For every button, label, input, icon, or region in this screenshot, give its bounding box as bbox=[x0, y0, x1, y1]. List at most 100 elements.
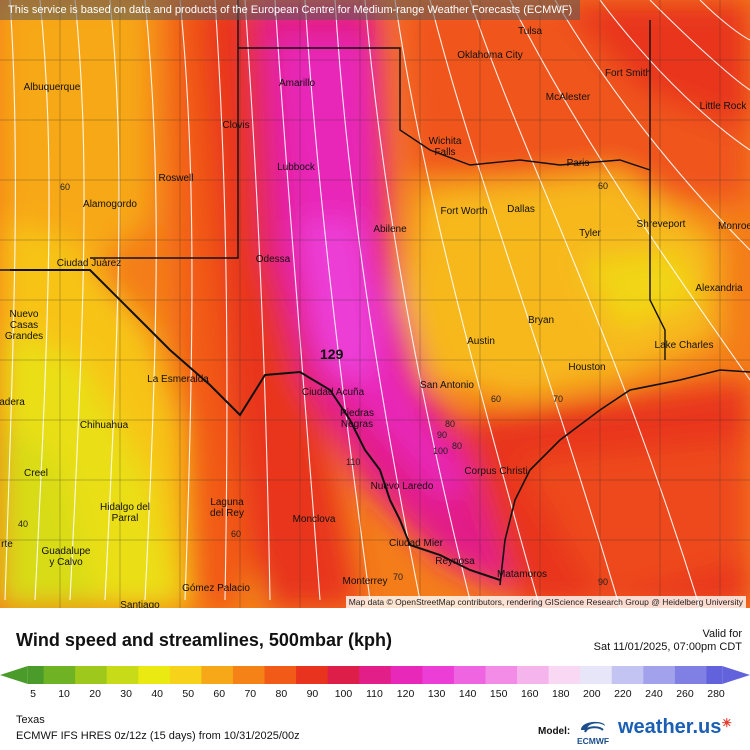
colorbar-ticks: 5 10 20 30 40 50 60 70 80 90 100 110 120 130 140 150 160… bbox=[0, 688, 750, 702]
colorbar-tick-label: 90 bbox=[306, 688, 319, 700]
city-wichita-falls[interactable]: Wichita Falls bbox=[428, 136, 462, 158]
colorbar-swatch bbox=[296, 666, 329, 684]
city-tulsa[interactable]: Tulsa bbox=[517, 26, 543, 37]
contour-value: 80 bbox=[445, 419, 456, 429]
contour-value: 60 bbox=[598, 181, 609, 191]
city-lubbock[interactable]: Lubbock bbox=[277, 162, 315, 173]
colorbar-swatch bbox=[390, 666, 423, 684]
city-madera[interactable]: adera bbox=[0, 397, 25, 408]
colorbar-swatch bbox=[43, 666, 76, 684]
colorbar-tick-label: 40 bbox=[151, 688, 164, 700]
contour-value: 100 bbox=[433, 446, 449, 456]
city-ciudad-juarez[interactable]: Ciudad Juárez bbox=[56, 258, 122, 269]
max-wind-label: 129 bbox=[320, 346, 344, 362]
colorbar-swatch bbox=[517, 666, 550, 684]
colorbar-tick-label: 5 bbox=[30, 688, 36, 700]
city-gomez-palacio[interactable]: Gómez Palacio bbox=[182, 583, 250, 594]
city-houston[interactable]: Houston bbox=[568, 362, 606, 373]
colorbar-swatch bbox=[327, 666, 360, 684]
colorbar-tick-label: 140 bbox=[458, 688, 477, 700]
city-amarillo[interactable]: Amarillo bbox=[278, 78, 316, 89]
city-clovis[interactable]: Clovis bbox=[222, 120, 250, 131]
city-fort-smith[interactable]: Fort Smith bbox=[604, 68, 652, 79]
city-santiago[interactable]: Santiago bbox=[120, 600, 160, 608]
city-chihuahua[interactable]: Chihuahua bbox=[79, 420, 129, 431]
colorbar-tick-label: 280 bbox=[707, 688, 725, 700]
city-piedras-negras[interactable]: Piedras Negras bbox=[340, 408, 374, 430]
map-title: Wind speed and streamlines, 500mbar (kph… bbox=[16, 630, 392, 650]
colorbar-tick-label: 80 bbox=[275, 688, 288, 700]
city-oklahoma-city[interactable]: Oklahoma City bbox=[457, 50, 523, 61]
city-laguna-del-rey[interactable]: Laguna del Rey bbox=[210, 497, 244, 519]
city-odessa[interactable]: Odessa bbox=[255, 254, 291, 265]
city-rte[interactable]: rte bbox=[1, 539, 13, 550]
city-san-antonio[interactable]: San Antonio bbox=[420, 380, 474, 391]
colorbar-tick-label: 20 bbox=[89, 688, 101, 700]
colorbar-tick-label: 240 bbox=[645, 688, 663, 700]
city-tyler[interactable]: Tyler bbox=[579, 228, 601, 239]
map-canvas bbox=[0, 0, 750, 608]
city-ciudad-mier[interactable]: Ciudad Mier bbox=[389, 538, 443, 549]
city-paris[interactable]: Paris bbox=[566, 158, 590, 169]
colorbar bbox=[0, 666, 750, 684]
city-guadalupe-y-calvo[interactable]: Guadalupe y Calvo bbox=[41, 546, 91, 568]
contour-value: 40 bbox=[18, 519, 29, 529]
city-corpus-christi[interactable]: Corpus Christi bbox=[464, 466, 528, 477]
colorbar-tick-label: 160 bbox=[520, 688, 539, 700]
county-lines bbox=[0, 0, 750, 608]
colorbar-swatch bbox=[706, 666, 723, 684]
city-hidalgo-del-parral[interactable]: Hidalgo del Parral bbox=[99, 502, 151, 524]
colorbar-swatch bbox=[264, 666, 297, 684]
colorbar-tick-label: 70 bbox=[244, 688, 257, 700]
brand-logo[interactable]: weather.us☀ bbox=[618, 716, 733, 738]
city-creel[interactable]: Creel bbox=[24, 468, 48, 479]
colorbar-tick-label: 30 bbox=[120, 688, 132, 700]
contour-value: 90 bbox=[598, 577, 609, 587]
colorbar-tick-label: 150 bbox=[489, 688, 508, 700]
city-shreveport[interactable]: Shreveport bbox=[636, 219, 686, 230]
colorbar-swatch bbox=[27, 666, 45, 684]
colorbar-swatch bbox=[138, 666, 171, 684]
colorbar-tick-label: 100 bbox=[334, 688, 353, 700]
colorbar-swatch bbox=[580, 666, 613, 684]
colorbar-swatch bbox=[169, 666, 202, 684]
colorbar-swatch bbox=[674, 666, 707, 684]
city-austin[interactable]: Austin bbox=[467, 336, 495, 347]
colorbar-tick-label: 180 bbox=[552, 688, 570, 700]
city-monroe[interactable]: Monroe bbox=[718, 221, 750, 232]
city-nuevo-laredo[interactable]: Nuevo Laredo bbox=[370, 481, 434, 492]
coastline bbox=[499, 369, 750, 586]
city-la-esmeralda[interactable]: La Esmeralda bbox=[147, 374, 209, 385]
city-ciudad-acuna[interactable]: Ciudad Acuña bbox=[301, 387, 365, 398]
colorbar-swatch bbox=[75, 666, 108, 684]
contour-value: 110 bbox=[346, 457, 361, 467]
colorbar-swatch bbox=[485, 666, 518, 684]
map-credit[interactable]: Map data © OpenStreetMap contributors, r… bbox=[345, 596, 746, 608]
streamlines bbox=[4, 0, 750, 608]
colorbar-tick-label: 200 bbox=[583, 688, 601, 700]
city-monterrey[interactable]: Monterrey bbox=[342, 576, 388, 587]
colorbar-min-arrow bbox=[0, 666, 28, 684]
region-name: Texas bbox=[16, 714, 45, 726]
city-albuquerque[interactable]: Albuquerque bbox=[23, 82, 81, 93]
city-roswell[interactable]: Roswell bbox=[158, 173, 194, 184]
city-abilene[interactable]: Abilene bbox=[373, 224, 407, 235]
weather-map[interactable]: This service is based on data and produc… bbox=[0, 0, 750, 608]
city-bryan[interactable]: Bryan bbox=[527, 315, 555, 326]
colorbar-swatch bbox=[643, 666, 676, 684]
ecmwf-logo[interactable]: ECMWF bbox=[573, 716, 613, 746]
city-monclova[interactable]: Monclova bbox=[292, 514, 336, 525]
city-fort-worth[interactable]: Fort Worth bbox=[440, 206, 488, 217]
city-little-rock[interactable]: Little Rock bbox=[699, 101, 747, 112]
city-nuevo-casas-grandes[interactable]: Nuevo Casas Grandes bbox=[4, 309, 44, 342]
ecmwf-swirl-icon bbox=[581, 721, 605, 733]
city-alamogordo[interactable]: Alamogordo bbox=[83, 199, 137, 210]
city-reynosa[interactable]: Reynosa bbox=[435, 556, 475, 567]
colorbar-swatch bbox=[453, 666, 486, 684]
city-lake-charles[interactable]: Lake Charles bbox=[654, 340, 714, 351]
sun-icon: ☀ bbox=[721, 716, 733, 730]
city-dallas[interactable]: Dallas bbox=[507, 204, 535, 215]
city-mcalester[interactable]: McAlester bbox=[545, 92, 591, 103]
city-alexandria[interactable]: Alexandria bbox=[695, 283, 743, 294]
city-matamoros[interactable]: Matamoros bbox=[496, 569, 548, 580]
